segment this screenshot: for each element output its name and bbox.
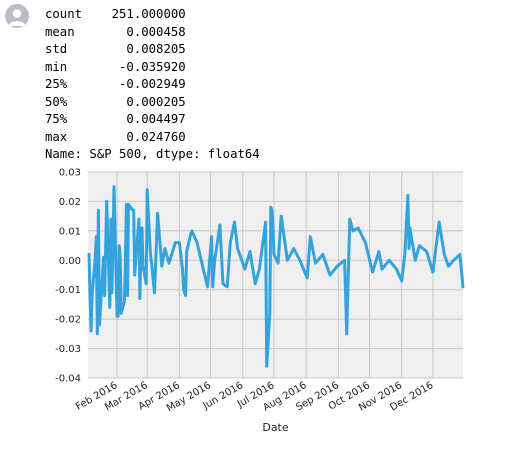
- output-line: Name: S&P 500, dtype: float64: [45, 147, 260, 161]
- output-line: 75% 0.004497: [45, 112, 186, 126]
- y-tick-label: -0.01: [55, 285, 81, 296]
- user-avatar-icon: [5, 4, 29, 28]
- x-axis-label: Date: [262, 421, 289, 434]
- output-line: count 251.000000: [45, 7, 186, 21]
- output-line: min -0.035920: [45, 59, 186, 74]
- y-tick-label: -0.04: [55, 374, 81, 385]
- y-tick-label: 0.00: [59, 256, 81, 267]
- output-line: std 0.008205: [45, 42, 186, 56]
- y-tick-label: 0.02: [59, 197, 81, 208]
- output-line: max 0.024760: [45, 129, 186, 144]
- y-tick-label: 0.01: [59, 226, 81, 237]
- y-axis: 0.03 0.02 0.01 0.00 -0.01 -0.02 -0.03 -0.04: [55, 168, 81, 385]
- output-line: mean 0.000458: [45, 24, 186, 39]
- output-line: 50% 0.000205: [45, 94, 186, 109]
- y-tick-label: -0.02: [55, 315, 81, 326]
- y-tick-label: -0.03: [55, 344, 81, 355]
- y-tick-label: 0.03: [59, 168, 81, 179]
- series-line: [87, 185, 465, 368]
- cell-output: count 251.000000 mean 0.000458 std 0.008…: [45, 6, 260, 164]
- output-line: 25% -0.002949: [45, 77, 186, 91]
